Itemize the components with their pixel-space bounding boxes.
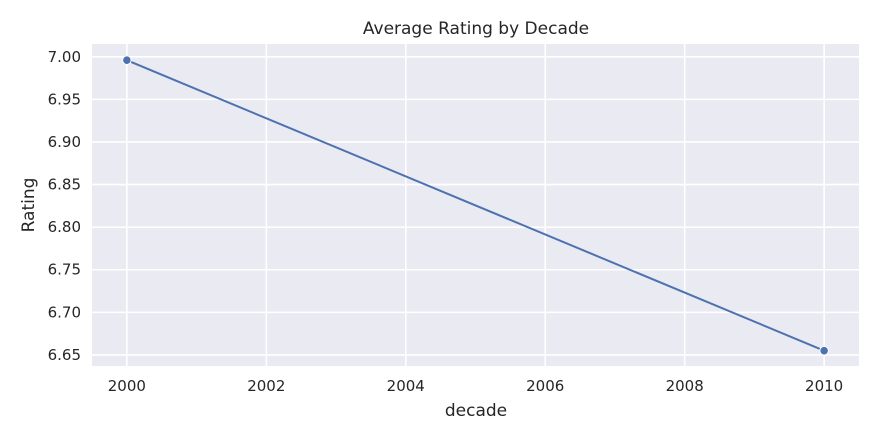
chart-title: Average Rating by Decade — [363, 19, 589, 39]
y-tick-label: 6.90 — [48, 133, 81, 151]
y-tick-labels: 6.65 6.70 6.75 6.80 6.85 6.90 6.95 7.00 — [48, 48, 81, 364]
x-tick-label: 2010 — [805, 377, 843, 395]
y-tick-label: 6.70 — [48, 303, 81, 321]
x-tick-label: 2000 — [108, 377, 146, 395]
data-point — [122, 55, 132, 65]
y-tick-label: 6.85 — [48, 176, 81, 194]
y-tick-label: 6.95 — [48, 90, 81, 108]
data-point — [819, 345, 829, 356]
y-tick-label: 6.75 — [48, 261, 81, 279]
series-layer — [122, 55, 829, 356]
x-tick-label: 2006 — [526, 377, 564, 395]
x-tick-label: 2004 — [387, 377, 425, 395]
y-tick-label: 6.65 — [48, 346, 81, 364]
y-tick-label: 7.00 — [48, 48, 81, 66]
x-tick-label: 2008 — [666, 377, 704, 395]
y-axis-label: Rating — [19, 178, 39, 233]
series-line — [126, 59, 825, 352]
y-gridlines — [92, 55, 859, 356]
x-tick-labels: 2000 2002 2004 2006 2008 2010 — [108, 377, 843, 395]
x-tick-label: 2002 — [247, 377, 285, 395]
x-axis-label: decade — [445, 401, 507, 421]
y-tick-label: 6.80 — [48, 218, 81, 236]
